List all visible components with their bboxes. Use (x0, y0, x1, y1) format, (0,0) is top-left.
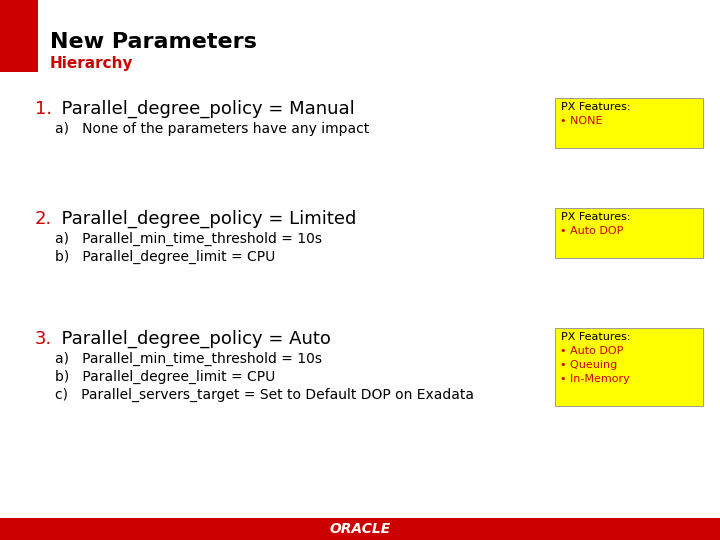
FancyBboxPatch shape (555, 98, 703, 148)
Text: PX Features:: PX Features: (561, 332, 631, 342)
FancyBboxPatch shape (0, 0, 38, 72)
Text: • NONE: • NONE (560, 116, 603, 126)
FancyBboxPatch shape (555, 328, 703, 406)
Text: Parallel_degree_policy = Limited: Parallel_degree_policy = Limited (50, 210, 356, 228)
Text: 3.: 3. (35, 330, 53, 348)
Text: Hierarchy: Hierarchy (50, 56, 133, 71)
Text: Parallel_degree_policy = Auto: Parallel_degree_policy = Auto (50, 330, 331, 348)
Text: c)   Parallel_servers_target = Set to Default DOP on Exadata: c) Parallel_servers_target = Set to Defa… (55, 388, 474, 402)
FancyBboxPatch shape (555, 208, 703, 258)
Text: 2.: 2. (35, 210, 53, 228)
Text: a)   Parallel_min_time_threshold = 10s: a) Parallel_min_time_threshold = 10s (55, 352, 322, 366)
Text: • Queuing: • Queuing (560, 360, 617, 370)
Text: • Auto DOP: • Auto DOP (560, 226, 624, 236)
Text: • Auto DOP: • Auto DOP (560, 346, 624, 356)
FancyBboxPatch shape (0, 518, 720, 540)
Text: b)   Parallel_degree_limit = CPU: b) Parallel_degree_limit = CPU (55, 250, 275, 264)
Text: PX Features:: PX Features: (561, 102, 631, 112)
Text: a)   Parallel_min_time_threshold = 10s: a) Parallel_min_time_threshold = 10s (55, 232, 322, 246)
Text: Parallel_degree_policy = Manual: Parallel_degree_policy = Manual (50, 100, 355, 118)
Text: New Parameters: New Parameters (50, 32, 257, 52)
Text: b)   Parallel_degree_limit = CPU: b) Parallel_degree_limit = CPU (55, 370, 275, 384)
Text: • In-Memory: • In-Memory (560, 374, 630, 384)
Text: 1.: 1. (35, 100, 52, 118)
Text: PX Features:: PX Features: (561, 212, 631, 222)
Text: a)   None of the parameters have any impact: a) None of the parameters have any impac… (55, 122, 369, 136)
Text: ORACLE: ORACLE (329, 522, 391, 536)
